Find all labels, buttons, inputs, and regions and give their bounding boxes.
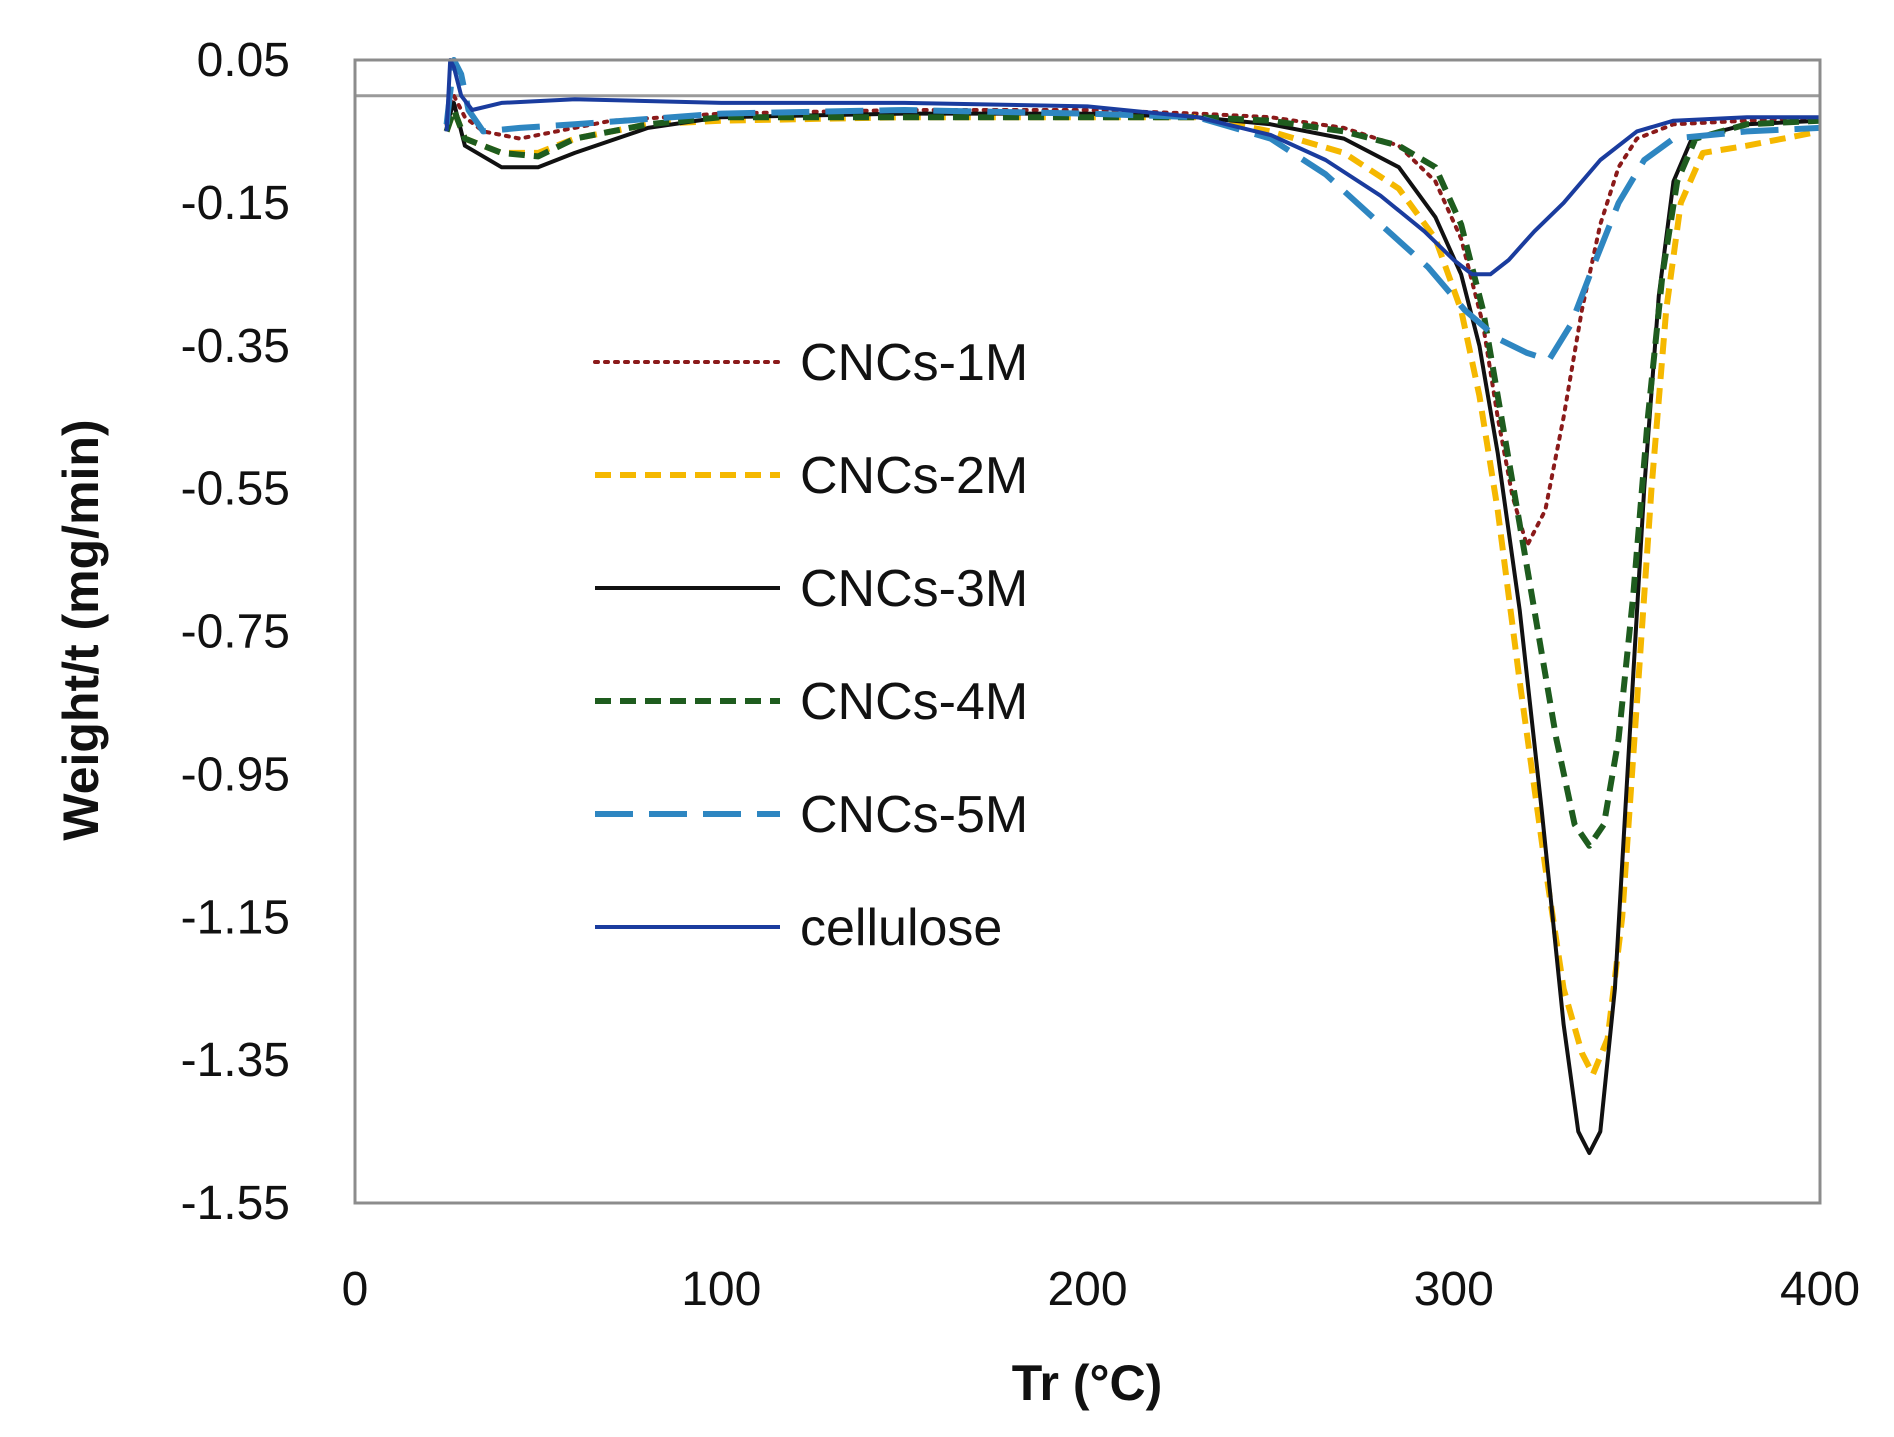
y-tick-label: -0.75	[181, 606, 290, 659]
plot-area	[355, 57, 1822, 1155]
series-line-cncs-4m	[443, 107, 1821, 849]
legend-item: CNCs-5M	[595, 786, 1028, 844]
legend-label: cellulose	[800, 899, 1002, 957]
x-tick-label: 300	[1414, 1263, 1494, 1316]
legend-label: CNCs-2M	[800, 447, 1028, 505]
series-line-cncs-5m	[443, 57, 1821, 363]
legend-item: CNCs-2M	[595, 447, 1028, 505]
legend-label: CNCs-3M	[800, 560, 1028, 618]
x-tick-label: 200	[1047, 1263, 1127, 1316]
series-line-cncs-1m	[444, 93, 1822, 548]
x-tick-label: 100	[681, 1263, 761, 1316]
y-tick-label: -0.95	[181, 748, 290, 801]
legend-item: CNCs-4M	[595, 673, 1028, 731]
legend-item: cellulose	[595, 899, 1002, 957]
x-tick-label: 0	[342, 1263, 369, 1316]
y-tick-label: -1.35	[181, 1034, 290, 1087]
legend-label: CNCs-4M	[800, 673, 1028, 731]
x-tick-label: 400	[1780, 1263, 1860, 1316]
y-axis-ticks: 0.05 -0.15 -0.35 -0.55 -0.75 -0.95 -1.15 -1.35 -…	[181, 34, 290, 1230]
y-tick-label: -1.55	[181, 1177, 290, 1230]
y-axis-title: Weight/t (mg/min)	[53, 419, 109, 840]
legend-label: CNCs-1M	[800, 334, 1028, 392]
legend-item: CNCs-3M	[595, 560, 1028, 618]
legend-item: CNCs-1M	[593, 334, 1028, 392]
x-axis-title: Tr (°C)	[1012, 1355, 1163, 1411]
y-tick-label: 0.05	[197, 34, 290, 87]
y-tick-label: -0.35	[181, 320, 290, 373]
y-tick-label: -0.55	[181, 463, 290, 516]
plot-frame	[353, 58, 1822, 1205]
legend-label: CNCs-5M	[800, 786, 1028, 844]
x-axis-ticks: 0 100 200 300 400	[342, 1263, 1860, 1316]
series-line-cellulose	[444, 58, 1820, 277]
series-line-cncs-3m	[444, 100, 1821, 1155]
y-tick-label: -0.15	[181, 177, 290, 230]
y-tick-label: -1.15	[181, 891, 290, 944]
legend: CNCs-1M CNCs-2M CNCs-3M CNCs-4M CNCs-5M cellu…	[593, 334, 1028, 957]
